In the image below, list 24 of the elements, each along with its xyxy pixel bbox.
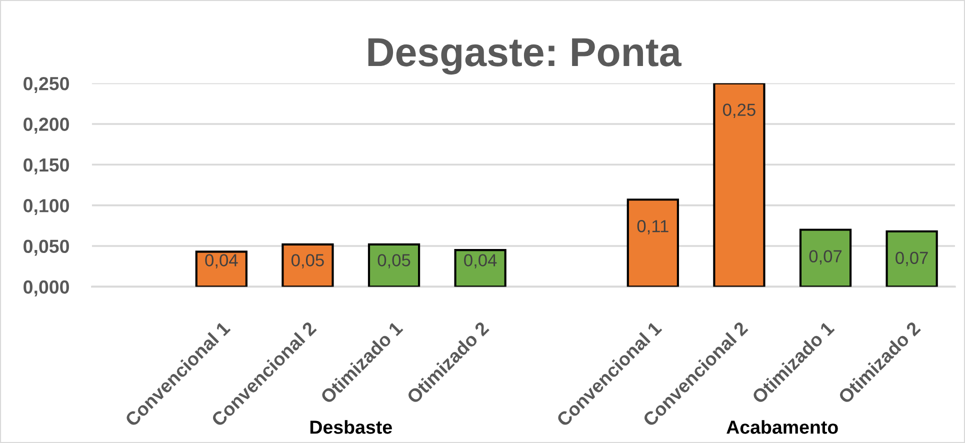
data-label: 0,07 [809, 250, 842, 264]
y-tick-label: 0,200 [24, 118, 69, 134]
bar [282, 243, 334, 287]
y-tick-label: 0,000 [24, 280, 69, 296]
data-label: 0,04 [205, 254, 238, 268]
bar [886, 230, 938, 287]
data-label: 0,05 [378, 254, 410, 268]
bar [454, 249, 506, 287]
data-label: 0,25 [723, 104, 756, 118]
y-tick-label: 0,050 [24, 240, 69, 256]
text: Desbaste [310, 420, 392, 434]
bar [368, 243, 420, 287]
data-label: 0,04 [464, 254, 497, 268]
y-tick-label: 0,250 [24, 76, 69, 93]
data-label: 0,07 [896, 252, 928, 266]
y-tick-label: 0,100 [24, 199, 69, 216]
bar [799, 228, 852, 287]
y-tick-label: 0,150 [24, 158, 69, 174]
bar [713, 83, 766, 287]
data-label: 0,11 [637, 220, 668, 234]
chart-title: Desgaste: Ponta [368, 38, 682, 75]
data-label: 0,05 [292, 254, 324, 268]
bar [195, 250, 248, 287]
bar [626, 198, 679, 287]
